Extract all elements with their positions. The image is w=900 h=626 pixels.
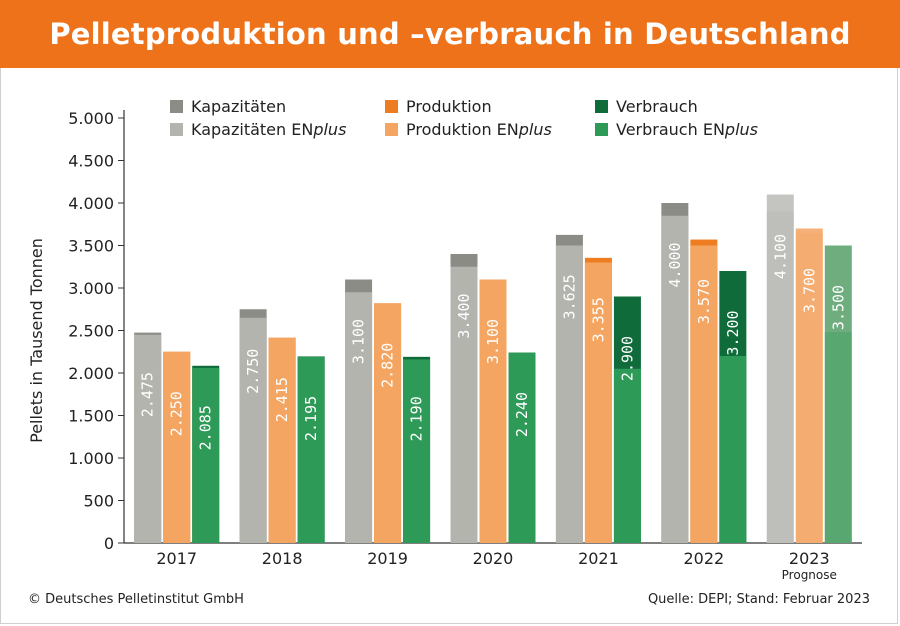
data-label: 4.000 [666,242,684,287]
y-tick-label: 4.500 [68,152,114,171]
data-label: 3.500 [829,285,847,330]
data-label: 2.085 [197,405,215,450]
x-tick-label: 2018 [262,549,303,568]
bar-enplus-verbrauch [508,352,536,543]
bar-enplus-produktion [479,279,507,543]
chart-frame [0,68,898,624]
data-label: 3.625 [560,274,578,319]
bar-enplus-kapazitäten [134,334,162,543]
data-label: 2.240 [513,392,531,437]
legend-label: Verbrauch ENplus [616,120,758,139]
legend-swatch [385,123,398,136]
data-label: 2.900 [618,336,636,381]
data-label: 2.415 [273,377,291,422]
y-tick-label: 5.000 [68,109,114,128]
legend-item: Kapazitäten [170,97,286,116]
legend-label: Produktion [406,97,492,116]
data-label: 4.100 [771,234,789,279]
title-bar: Pelletproduktion und –verbrauch in Deuts… [0,0,900,68]
legend-item: Produktion ENplus [385,120,552,139]
bar-enplus-kapazitäten [345,292,373,543]
data-label: 3.100 [484,319,502,364]
legend-item: Verbrauch ENplus [595,120,758,139]
bar-enplus-kapazitäten [766,211,794,543]
legend-label: Verbrauch [616,97,698,116]
data-label: 2.750 [244,349,262,394]
y-tick-label: 1.500 [68,407,114,426]
data-label: 2.195 [302,396,320,441]
bar-enplus-verbrauch [719,356,747,543]
bar-enplus-verbrauch [403,359,431,543]
bar-verbrauch [824,245,852,543]
copyright-note: © Deutsches Pelletinstitut GmbH [28,592,244,607]
bar-kapazitäten [766,194,794,543]
x-tick-label: 2020 [473,549,514,568]
bar-enplus-verbrauch [297,356,325,543]
legend-swatch [170,123,183,136]
legend-label: Produktion ENplus [406,120,552,139]
legend-item: Produktion [385,97,492,116]
data-label: 2.475 [139,372,157,417]
bar-enplus-produktion [374,303,402,543]
legend-swatch [170,100,183,113]
x-tick-label: 2019 [367,549,408,568]
legend-item: Verbrauch [595,97,698,116]
bar-enplus-produktion [690,245,718,543]
legend-swatch [385,100,398,113]
bar-enplus-produktion [163,351,191,543]
legend-label: Kapazitäten [191,97,287,116]
bar-enplus-produktion [268,337,296,543]
y-tick-label: 1.000 [68,449,114,468]
x-tick-label: 2017 [156,549,197,568]
y-tick-label: 3.500 [68,237,114,256]
legend-label: Kapazitäten ENplus [191,120,347,139]
y-tick-label: 2.500 [68,322,114,341]
y-axis-label: Pellets in Tausend Tonnen [27,238,46,443]
legend-swatch [595,123,608,136]
data-label: 3.400 [455,293,473,338]
data-label: 3.570 [695,279,713,324]
x-tick-sublabel: Prognose [782,568,837,582]
bar-enplus-kapazitäten [661,215,689,543]
bar-enplus-verbrauch [613,368,641,543]
bar-produktion [795,228,823,543]
y-tick-label: 500 [83,492,114,511]
bar-enplus-kapazitäten [239,317,267,543]
data-label: 3.355 [589,297,607,342]
source-note: Quelle: DEPI; Stand: Februar 2023 [647,592,870,607]
data-label: 2.820 [379,343,397,388]
bar-enplus-produktion [795,232,823,543]
y-tick-label: 0 [104,534,114,553]
data-label: 3.700 [800,268,818,313]
bar-enplus-verbrauch [824,332,852,543]
bar-enplus-produktion [584,262,612,543]
bar-enplus-verbrauch [192,367,220,543]
bar-enplus-kapazitäten [555,245,583,543]
x-tick-label: 2022 [683,549,724,568]
bar-enplus-kapazitäten [450,266,478,543]
chart-title: Pelletproduktion und –verbrauch in Deuts… [49,17,851,51]
data-label: 3.200 [724,310,742,355]
x-tick-label: 2021 [578,549,619,568]
data-label: 2.250 [168,391,186,436]
legend-item: Kapazitäten ENplus [170,120,346,139]
data-label: 3.100 [350,319,368,364]
y-tick-label: 4.000 [68,194,114,213]
legend-swatch [595,100,608,113]
y-tick-label: 3.000 [68,279,114,298]
x-tick-label: 2023 [789,549,830,568]
y-tick-label: 2.000 [68,364,114,383]
data-label: 2.190 [408,396,426,441]
